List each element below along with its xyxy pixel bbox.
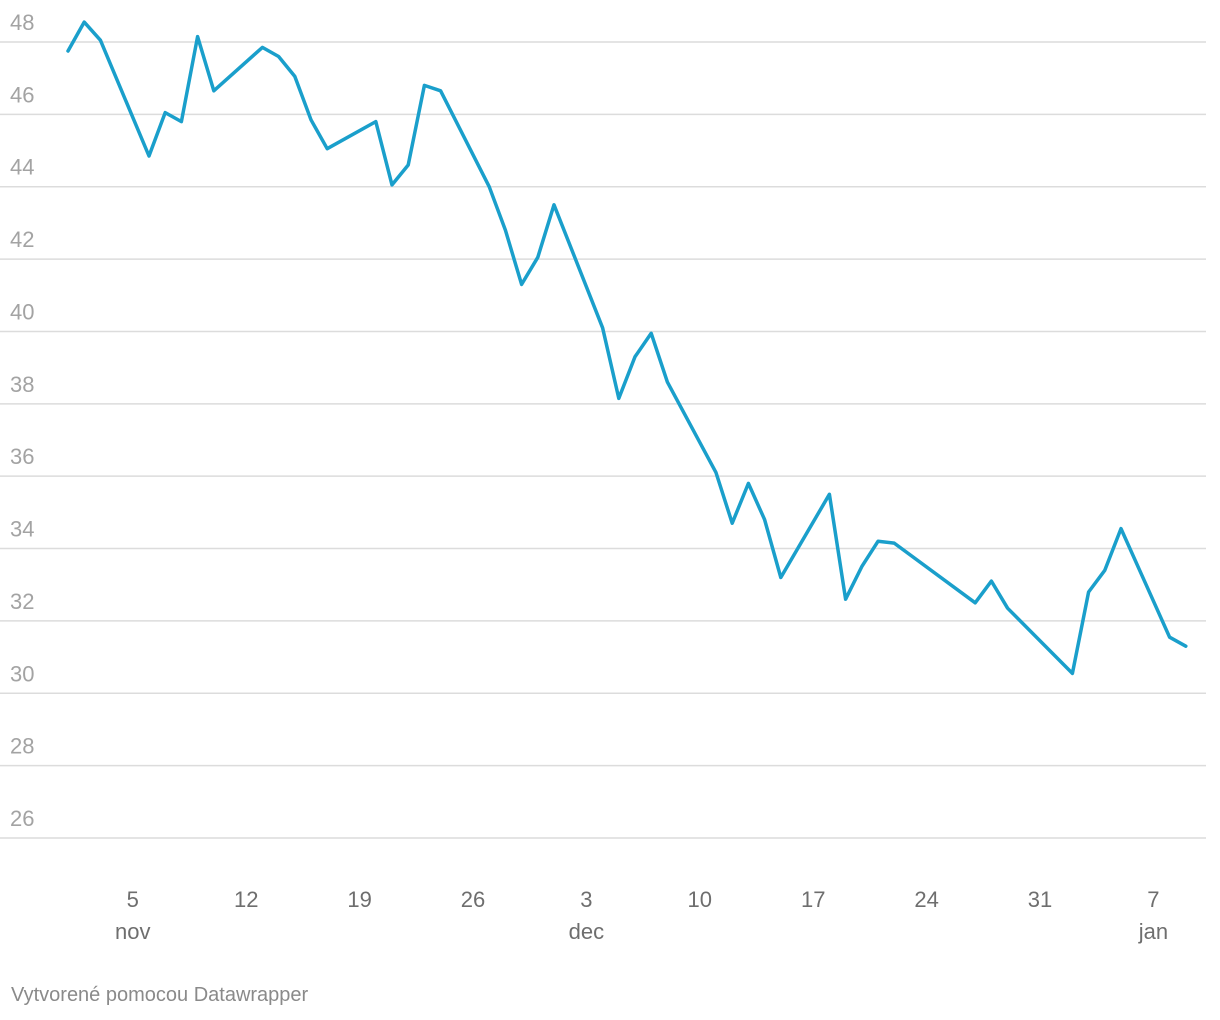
y-tick-label: 28 (10, 734, 34, 759)
x-tick-label: 31 (1028, 887, 1052, 912)
y-tick-label: 34 (10, 517, 34, 542)
y-tick-label: 44 (10, 155, 34, 180)
x-tick-label: 3 (580, 887, 592, 912)
y-tick-label: 40 (10, 299, 34, 324)
x-tick-label: 5 (127, 887, 139, 912)
chart-canvas: 26 28 30 32 34 36 38 40 42 44 46 48 5 nov 12 19 26 3 dec 1… (0, 10, 1206, 944)
x-tick-label: 26 (461, 887, 485, 912)
y-tick-label: 30 (10, 661, 34, 686)
gridlines (0, 41, 1206, 839)
x-axis-ticks: 5 nov 12 19 26 3 dec 10 17 24 31 7 jan (115, 887, 1168, 944)
x-tick-label: 19 (347, 887, 371, 912)
x-month-label: dec (569, 919, 604, 944)
x-tick-label: 24 (914, 887, 938, 912)
y-axis-ticks: 26 28 30 32 34 36 38 40 42 44 46 48 (10, 10, 34, 831)
y-tick-label: 46 (10, 82, 34, 107)
y-tick-label: 38 (10, 372, 34, 397)
x-tick-label: 12 (234, 887, 258, 912)
footer-credit: Vytvorené pomocou Datawrapper (11, 984, 309, 1006)
x-month-label: jan (1138, 919, 1168, 944)
y-tick-label: 48 (10, 10, 34, 35)
x-tick-label: 7 (1147, 887, 1159, 912)
y-tick-label: 32 (10, 589, 34, 614)
line-chart: 26 28 30 32 34 36 38 40 42 44 46 48 5 nov 12 19 26 3 dec 1… (0, 10, 1206, 944)
series-line-0 (66, 20, 1188, 676)
series-layer (66, 20, 1188, 676)
y-tick-label: 26 (10, 806, 34, 831)
x-tick-label: 17 (801, 887, 825, 912)
y-tick-label: 36 (10, 444, 34, 469)
x-month-label: nov (115, 919, 150, 944)
y-tick-label: 42 (10, 227, 34, 252)
x-tick-label: 10 (688, 887, 712, 912)
